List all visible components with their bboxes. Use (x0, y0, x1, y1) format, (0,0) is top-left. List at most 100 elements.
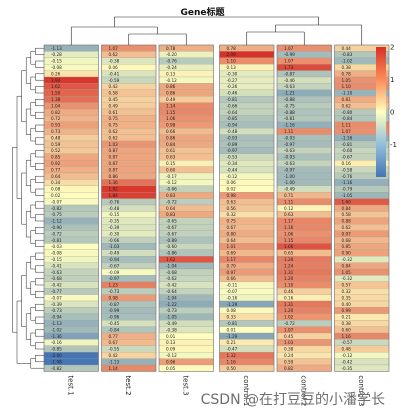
cell-value-label: 0.75 (109, 116, 119, 121)
cell-value-label: -1.22 (166, 302, 177, 307)
cell-value-label: -0.49 (166, 321, 177, 326)
cell-value-label: -0.67 (166, 231, 177, 236)
cell-value-label: 1.50 (51, 91, 61, 96)
cell-value-label: 0.45 (284, 334, 294, 339)
cell-value-label: 1.17 (227, 257, 237, 262)
cell-value-label: 0.77 (109, 334, 119, 339)
cell-value-label: 0.75 (109, 123, 119, 128)
cell-value-label: -0.94 (227, 123, 238, 128)
cell-value-label: -0.08 (51, 65, 62, 70)
cell-value-label: -1.00 (284, 174, 295, 179)
cell-value-label: -0.80 (342, 110, 353, 115)
column-label: control.1 (242, 375, 250, 406)
cell-value-label: 0.93 (51, 123, 61, 128)
cell-value-label: -1.05 (166, 315, 177, 320)
cell-value-label: -0.82 (51, 366, 62, 371)
cell-value-label: -0.76 (109, 199, 120, 204)
cell-value-label: -0.79 (342, 187, 353, 192)
cell-value-label: 0.81 (342, 97, 352, 102)
cell-value-label: -1.02 (342, 59, 353, 64)
cell-value-label: 0.08 (227, 308, 237, 313)
cell-value-label: -0.73 (166, 308, 177, 313)
cell-value-label: -0.66 (109, 238, 120, 243)
cell-value-label: 1.05 (342, 270, 352, 275)
cell-value-label: 0.60 (342, 327, 352, 332)
cell-value-label: 1.36 (109, 180, 119, 185)
watermark: CSDN @在打豆豆的小潘学长 (200, 392, 385, 408)
cell-value-label: -0.32 (342, 257, 353, 262)
cell-value-label: 0.57 (342, 283, 352, 288)
cell-value-label: 1.23 (109, 283, 119, 288)
cell-value-label: -0.08 (51, 251, 62, 256)
cell-value-label: 0.87 (109, 155, 119, 160)
cell-value-label: -0.86 (166, 251, 177, 256)
cell-value-label: 0.64 (51, 174, 61, 179)
cell-value-label: 0.35 (342, 295, 352, 300)
cell-value-label: -0.63 (284, 148, 295, 153)
cell-value-label: 1.04 (51, 103, 61, 108)
cell-value-label: -0.58 (342, 167, 353, 172)
cell-value-label: 1.94 (51, 78, 61, 83)
cell-value-label: 1.66 (284, 244, 294, 249)
cell-value-label: 0.78 (342, 71, 352, 76)
cell-value-label: 0.49 (166, 97, 176, 102)
cell-value-label: -0.97 (284, 167, 295, 172)
cell-value-label: -0.88 (284, 97, 295, 102)
cell-value-label: 1.07 (284, 46, 294, 51)
cell-value-label: -1.16 (342, 180, 353, 185)
cell-value-label: 0.90 (342, 251, 352, 256)
cell-value-label: -1.98 (51, 359, 62, 364)
cell-value-label: 0.86 (166, 91, 176, 96)
cell-value-label: 0.78 (227, 46, 237, 51)
cell-value-label: 1.31 (284, 270, 294, 275)
cell-value-label: 0.58 (342, 212, 352, 217)
cell-value-label: 1.11 (284, 129, 294, 134)
chart-title: Gene标题 (180, 8, 225, 18)
cell-value-label: 0.13 (166, 71, 176, 76)
cell-value-label: 1.17 (284, 219, 294, 224)
cell-value-label: 0.50 (227, 366, 237, 371)
cell-value-label: 0.83 (166, 212, 176, 217)
cell-value-label: 0.62 (109, 129, 119, 134)
cell-value-label: -2.00 (51, 353, 62, 358)
cell-value-label: 0.01 (166, 334, 176, 339)
cell-value-label: 0.61 (166, 148, 176, 153)
cell-value-label: -0.28 (51, 52, 62, 57)
cell-value-label: -0.38 (166, 327, 177, 332)
cell-value-label: 1.62 (51, 84, 61, 89)
cell-value-label: -0.41 (109, 71, 120, 76)
cell-value-label: 2.09 (227, 52, 237, 57)
cell-value-label: -0.87 (109, 302, 120, 307)
cell-value-label: -0.46 (284, 78, 295, 83)
cell-value-label: -0.42 (166, 283, 177, 288)
cell-value-label: 0.68 (342, 238, 352, 243)
cell-value-label: 1.03 (284, 340, 294, 345)
cell-value-label: -0.94 (109, 257, 120, 262)
cell-value-label: -0.12 (166, 353, 177, 358)
cell-value-label: 0.09 (166, 347, 176, 352)
legend-tick-label: 1 (390, 76, 394, 84)
cell-value-label: -0.85 (227, 116, 238, 121)
cell-value-label: 0.16 (284, 295, 294, 300)
cell-value-label: 0.42 (109, 353, 119, 358)
cell-value-label: -0.84 (342, 116, 353, 121)
cell-value-label: 0.63 (284, 212, 294, 217)
cell-value-label: 0.98 (227, 193, 237, 198)
cell-value-label: -0.81 (227, 97, 238, 102)
cell-value-label: -0.73 (109, 289, 120, 294)
cell-value-label: -0.41 (51, 263, 62, 268)
cell-value-label: 0.58 (109, 91, 119, 96)
cell-value-label: 1.16 (342, 334, 352, 339)
cell-value-label: -1.02 (51, 327, 62, 332)
cell-value-label: -1.13 (51, 46, 62, 51)
cell-value-label: 0.62 (109, 135, 119, 140)
cell-value-label: -0.94 (51, 315, 62, 320)
cell-value-label: 0.15 (166, 161, 176, 166)
cell-value-label: -0.16 (51, 340, 62, 345)
cell-value-label: 0.71 (284, 193, 294, 198)
cell-value-label: -0.60 (166, 244, 177, 249)
cell-value-label: 0.79 (227, 263, 237, 268)
cell-value-label: 0.46 (284, 289, 294, 294)
cell-value-label: 1.05 (342, 78, 352, 83)
